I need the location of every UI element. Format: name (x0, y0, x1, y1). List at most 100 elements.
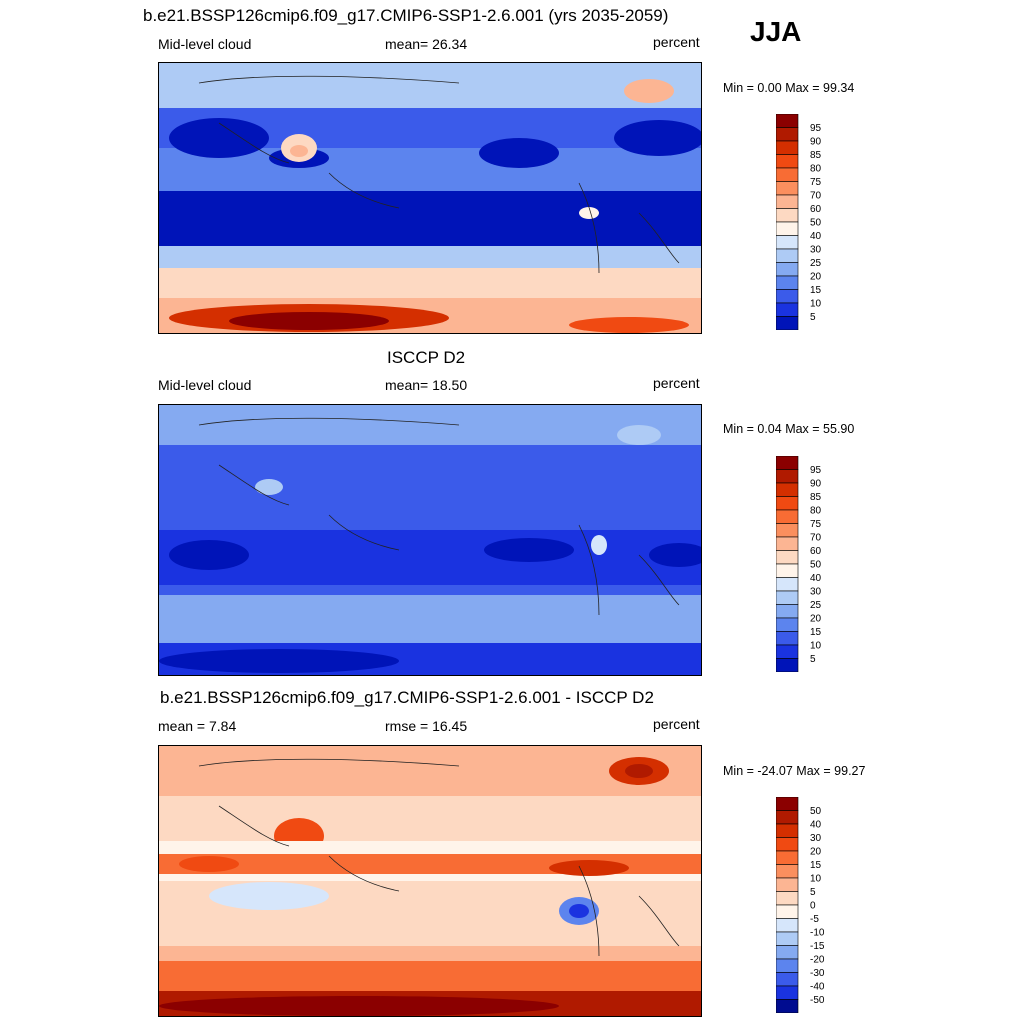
colorbar-swatch (776, 837, 799, 852)
colorbar-tick-label: 75 (810, 177, 822, 188)
panel1-colorbar: 95 90 85 80 75 70 60 50 40 30 25 20 15 10 5 (776, 114, 836, 330)
colorbar-swatch (776, 248, 799, 263)
colorbar-swatch (776, 864, 799, 879)
colorbar-swatch (776, 810, 799, 825)
colorbar-swatch (776, 550, 799, 565)
colorbar-tick-label: 40 (810, 820, 822, 831)
panel3-colorbar: 50 40 30 20 15 10 5 0 -5 -10 -15 -20 -30 -40 -50 (776, 797, 836, 1013)
panel3-minmax-label: Min = -24.07 Max = 99.27 (723, 764, 866, 778)
panel1-mean-label: mean= 26.34 (385, 36, 468, 52)
colorbar-tick-label: 90 (810, 479, 822, 490)
colorbar-swatch (776, 891, 799, 906)
colorbar-tick-label: 10 (810, 874, 822, 885)
panel2-map (158, 404, 702, 676)
colorbar-swatch (776, 181, 799, 196)
panel2-colorbar: 95 90 85 80 75 70 60 50 40 30 25 20 15 10 5 (776, 456, 836, 672)
colorbar-swatch (776, 167, 799, 182)
colorbar-tick-label: 95 (810, 123, 822, 134)
colorbar-swatch (776, 985, 799, 1000)
colorbar-tick-label: 20 (810, 847, 822, 858)
colorbar-tick-label: 20 (810, 272, 822, 283)
colorbar-tick-label: 60 (810, 546, 822, 557)
colorbar-swatch (776, 208, 799, 223)
panel3-units-label: percent (653, 716, 700, 732)
colorbar-swatch (776, 275, 799, 290)
colorbar-tick-label: 80 (810, 164, 822, 175)
colorbar-swatch (776, 577, 799, 592)
colorbar-tick-label: 80 (810, 506, 822, 517)
colorbar-tick-label: 40 (810, 231, 822, 242)
colorbar-swatch (776, 456, 799, 470)
panel1-variable-label: Mid-level cloud (158, 36, 252, 52)
colorbar-swatch (776, 140, 799, 155)
colorbar-swatch (776, 918, 799, 933)
colorbar-swatch (776, 631, 799, 646)
panel2-minmax-label: Min = 0.04 Max = 55.90 (723, 422, 855, 436)
colorbar-tick-label: 5 (810, 312, 816, 323)
colorbar-swatch (776, 114, 799, 128)
panel2-units-label: percent (653, 375, 700, 391)
panel3-title: b.e21.BSSP126cmip6.f09_g17.CMIP6-SSP1-2.… (160, 688, 654, 707)
colorbar-swatch (776, 154, 799, 169)
colorbar-swatch (776, 617, 799, 632)
colorbar-tick-label: 15 (810, 627, 822, 638)
colorbar-swatch (776, 797, 799, 811)
colorbar-swatch (776, 316, 799, 330)
colorbar-tick-label: 10 (810, 299, 822, 310)
colorbar-swatch (776, 469, 799, 484)
colorbar-swatch (776, 289, 799, 304)
colorbar-tick-label: 50 (810, 560, 822, 571)
panel3-rmse-label: rmse = 16.45 (385, 718, 468, 734)
colorbar-swatch (776, 823, 799, 838)
colorbar-tick-label: 0 (810, 901, 816, 912)
colorbar-swatch (776, 972, 799, 987)
colorbar-tick-label: 5 (810, 654, 816, 665)
colorbar-tick-label: 40 (810, 573, 822, 584)
colorbar-tick-label: 30 (810, 833, 822, 844)
colorbar-swatch (776, 482, 799, 497)
colorbar-swatch (776, 904, 799, 919)
colorbar-swatch (776, 262, 799, 277)
panel3-mean-label: mean = 7.84 (158, 718, 237, 734)
colorbar-tick-label: 50 (810, 806, 822, 817)
colorbar-swatch (776, 604, 799, 619)
colorbar-swatch (776, 221, 799, 236)
colorbar-tick-label: 60 (810, 204, 822, 215)
colorbar-tick-label: 85 (810, 150, 822, 161)
colorbar-tick-label: 90 (810, 137, 822, 148)
colorbar-tick-label: 30 (810, 245, 822, 256)
panel2-variable-label: Mid-level cloud (158, 377, 252, 393)
panel1-units-label: percent (653, 34, 700, 50)
colorbar-swatch (776, 127, 799, 142)
colorbar-swatch (776, 590, 799, 605)
colorbar-tick-label: 75 (810, 519, 822, 530)
colorbar-tick-label: 5 (810, 887, 816, 898)
colorbar-swatch (776, 945, 799, 960)
colorbar-swatch (776, 194, 799, 209)
panel2-title: ISCCP D2 (387, 348, 466, 367)
colorbar-swatch (776, 523, 799, 538)
colorbar-swatch (776, 563, 799, 578)
colorbar-tick-label: 70 (810, 533, 822, 544)
colorbar-tick-label: 70 (810, 191, 822, 202)
season-label: JJA (750, 16, 802, 47)
colorbar-tick-label: 15 (810, 860, 822, 871)
colorbar-swatch (776, 496, 799, 511)
panel1-map (158, 62, 702, 334)
colorbar-swatch (776, 931, 799, 946)
colorbar-tick-label: 15 (810, 285, 822, 296)
colorbar-tick-label: -30 (810, 968, 825, 979)
colorbar-tick-label: -10 (810, 928, 825, 939)
colorbar-swatch (776, 302, 799, 317)
colorbar-tick-label: -15 (810, 941, 825, 952)
colorbar-tick-label: -40 (810, 982, 825, 993)
colorbar-tick-label: 30 (810, 587, 822, 598)
colorbar-swatch (776, 658, 799, 672)
colorbar-swatch (776, 235, 799, 250)
colorbar-swatch (776, 536, 799, 551)
colorbar-tick-label: -20 (810, 955, 825, 966)
panel2-mean-label: mean= 18.50 (385, 377, 468, 393)
colorbar-swatch (776, 999, 799, 1013)
colorbar-swatch (776, 877, 799, 892)
colorbar-swatch (776, 509, 799, 524)
